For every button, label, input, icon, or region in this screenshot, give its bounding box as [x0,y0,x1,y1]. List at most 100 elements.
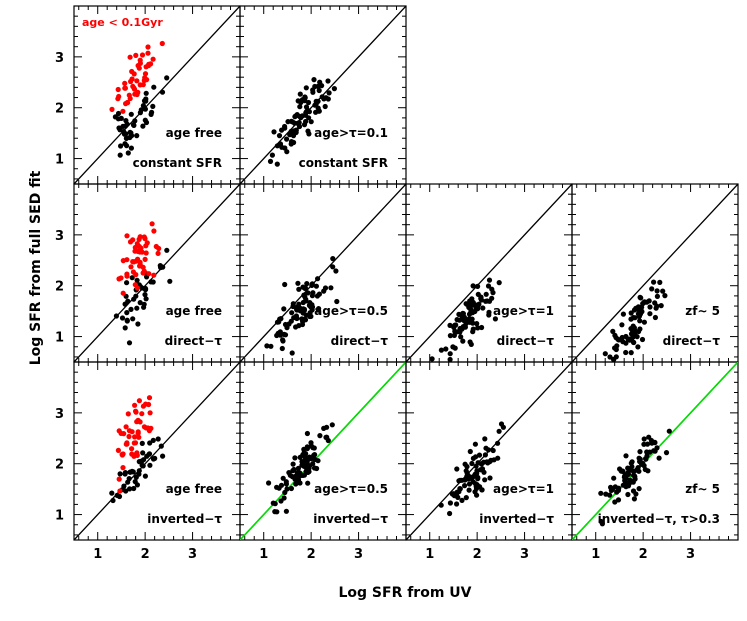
data-point [304,467,310,473]
data-point-young [147,410,153,416]
data-point [468,306,474,312]
data-point [290,301,296,307]
data-point [598,490,604,496]
data-point [496,280,502,286]
data-point-young [125,411,131,417]
data-point [460,338,466,344]
data-point-young [142,256,148,262]
data-point [486,277,493,283]
data-point [150,437,156,443]
data-point [447,356,453,362]
data-point-young [139,52,146,58]
data-point [128,130,134,136]
panel-label: age free [166,482,222,496]
data-point [296,286,302,292]
data-point [316,291,322,297]
panel-r1c1: 1 2 3 age free constant SFR age < 0.1Gyr [55,5,241,185]
data-point [124,310,130,316]
data-point [298,115,304,121]
data-point-young [116,428,122,434]
data-point-young [120,108,126,114]
data-point-young [131,453,137,459]
data-point [666,428,672,434]
data-point [491,457,497,463]
data-point-young [137,234,143,240]
data-point [636,486,642,492]
x-tick-label: 2 [141,547,150,562]
data-point [128,145,134,151]
data-point-young [116,93,122,100]
data-point [627,336,633,342]
data-point [323,95,329,101]
data-point-young [159,40,165,47]
green-fit-line [240,362,406,540]
y-tick-label: 2 [55,102,64,117]
data-point [129,275,135,281]
data-point [638,308,645,314]
data-point [124,280,130,286]
data-point [472,481,479,487]
data-point [629,459,635,465]
data-point [462,461,468,467]
data-point [641,436,647,442]
data-point [124,317,130,323]
data-point [280,475,286,481]
data-point-young [130,237,136,243]
data-point [304,430,310,437]
x-tick-label: 1 [591,547,600,562]
data-point-young [124,441,130,447]
data-point-young [130,83,136,89]
data-point [326,90,332,96]
data-point [115,110,122,117]
data-point-young [142,71,149,77]
y-tick-label: 3 [55,51,64,66]
data-point [632,315,638,321]
data-point [629,464,635,470]
data-point [610,328,616,334]
data-point [295,280,301,286]
data-point [482,452,488,458]
data-point [297,104,303,110]
data-point [321,425,327,431]
data-point-young [129,429,135,435]
data-point [438,502,444,508]
data-point-young [127,54,133,60]
y-tick-label: 3 [55,407,64,422]
data-point [294,315,300,322]
data-point [294,306,300,313]
data-point [450,344,456,350]
panel-r2c4: zf∼ 5 direct−τ [571,183,739,363]
data-point [134,277,140,283]
data-point [467,339,473,345]
data-point-young [133,272,139,278]
data-point-young [132,402,138,408]
young-age-label: age < 0.1Gyr [82,16,163,29]
data-point [496,428,502,434]
data-point [300,299,306,306]
data-point [462,483,468,489]
data-point [458,334,464,340]
data-point [611,475,617,481]
data-point [297,91,303,97]
data-point-young [137,82,143,88]
data-point-young [144,77,150,83]
data-point [303,118,309,125]
data-point [324,434,330,440]
data-point [473,302,479,308]
data-point-young [150,56,156,62]
y-tick-label: 2 [55,280,64,295]
panel-plot-area [240,362,406,540]
data-point [303,85,309,91]
data-point [333,268,339,274]
data-point [452,328,458,334]
data-point [150,103,156,109]
data-point [612,332,618,338]
data-point-young [156,245,162,252]
data-point [309,302,315,308]
data-point [613,346,619,353]
data-point [130,316,136,322]
data-point [628,331,635,337]
data-point [142,473,148,479]
data-point [643,456,649,462]
data-point-young [140,403,146,409]
